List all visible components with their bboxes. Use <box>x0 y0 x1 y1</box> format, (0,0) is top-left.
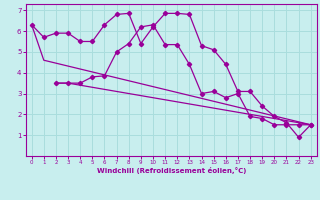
X-axis label: Windchill (Refroidissement éolien,°C): Windchill (Refroidissement éolien,°C) <box>97 167 246 174</box>
